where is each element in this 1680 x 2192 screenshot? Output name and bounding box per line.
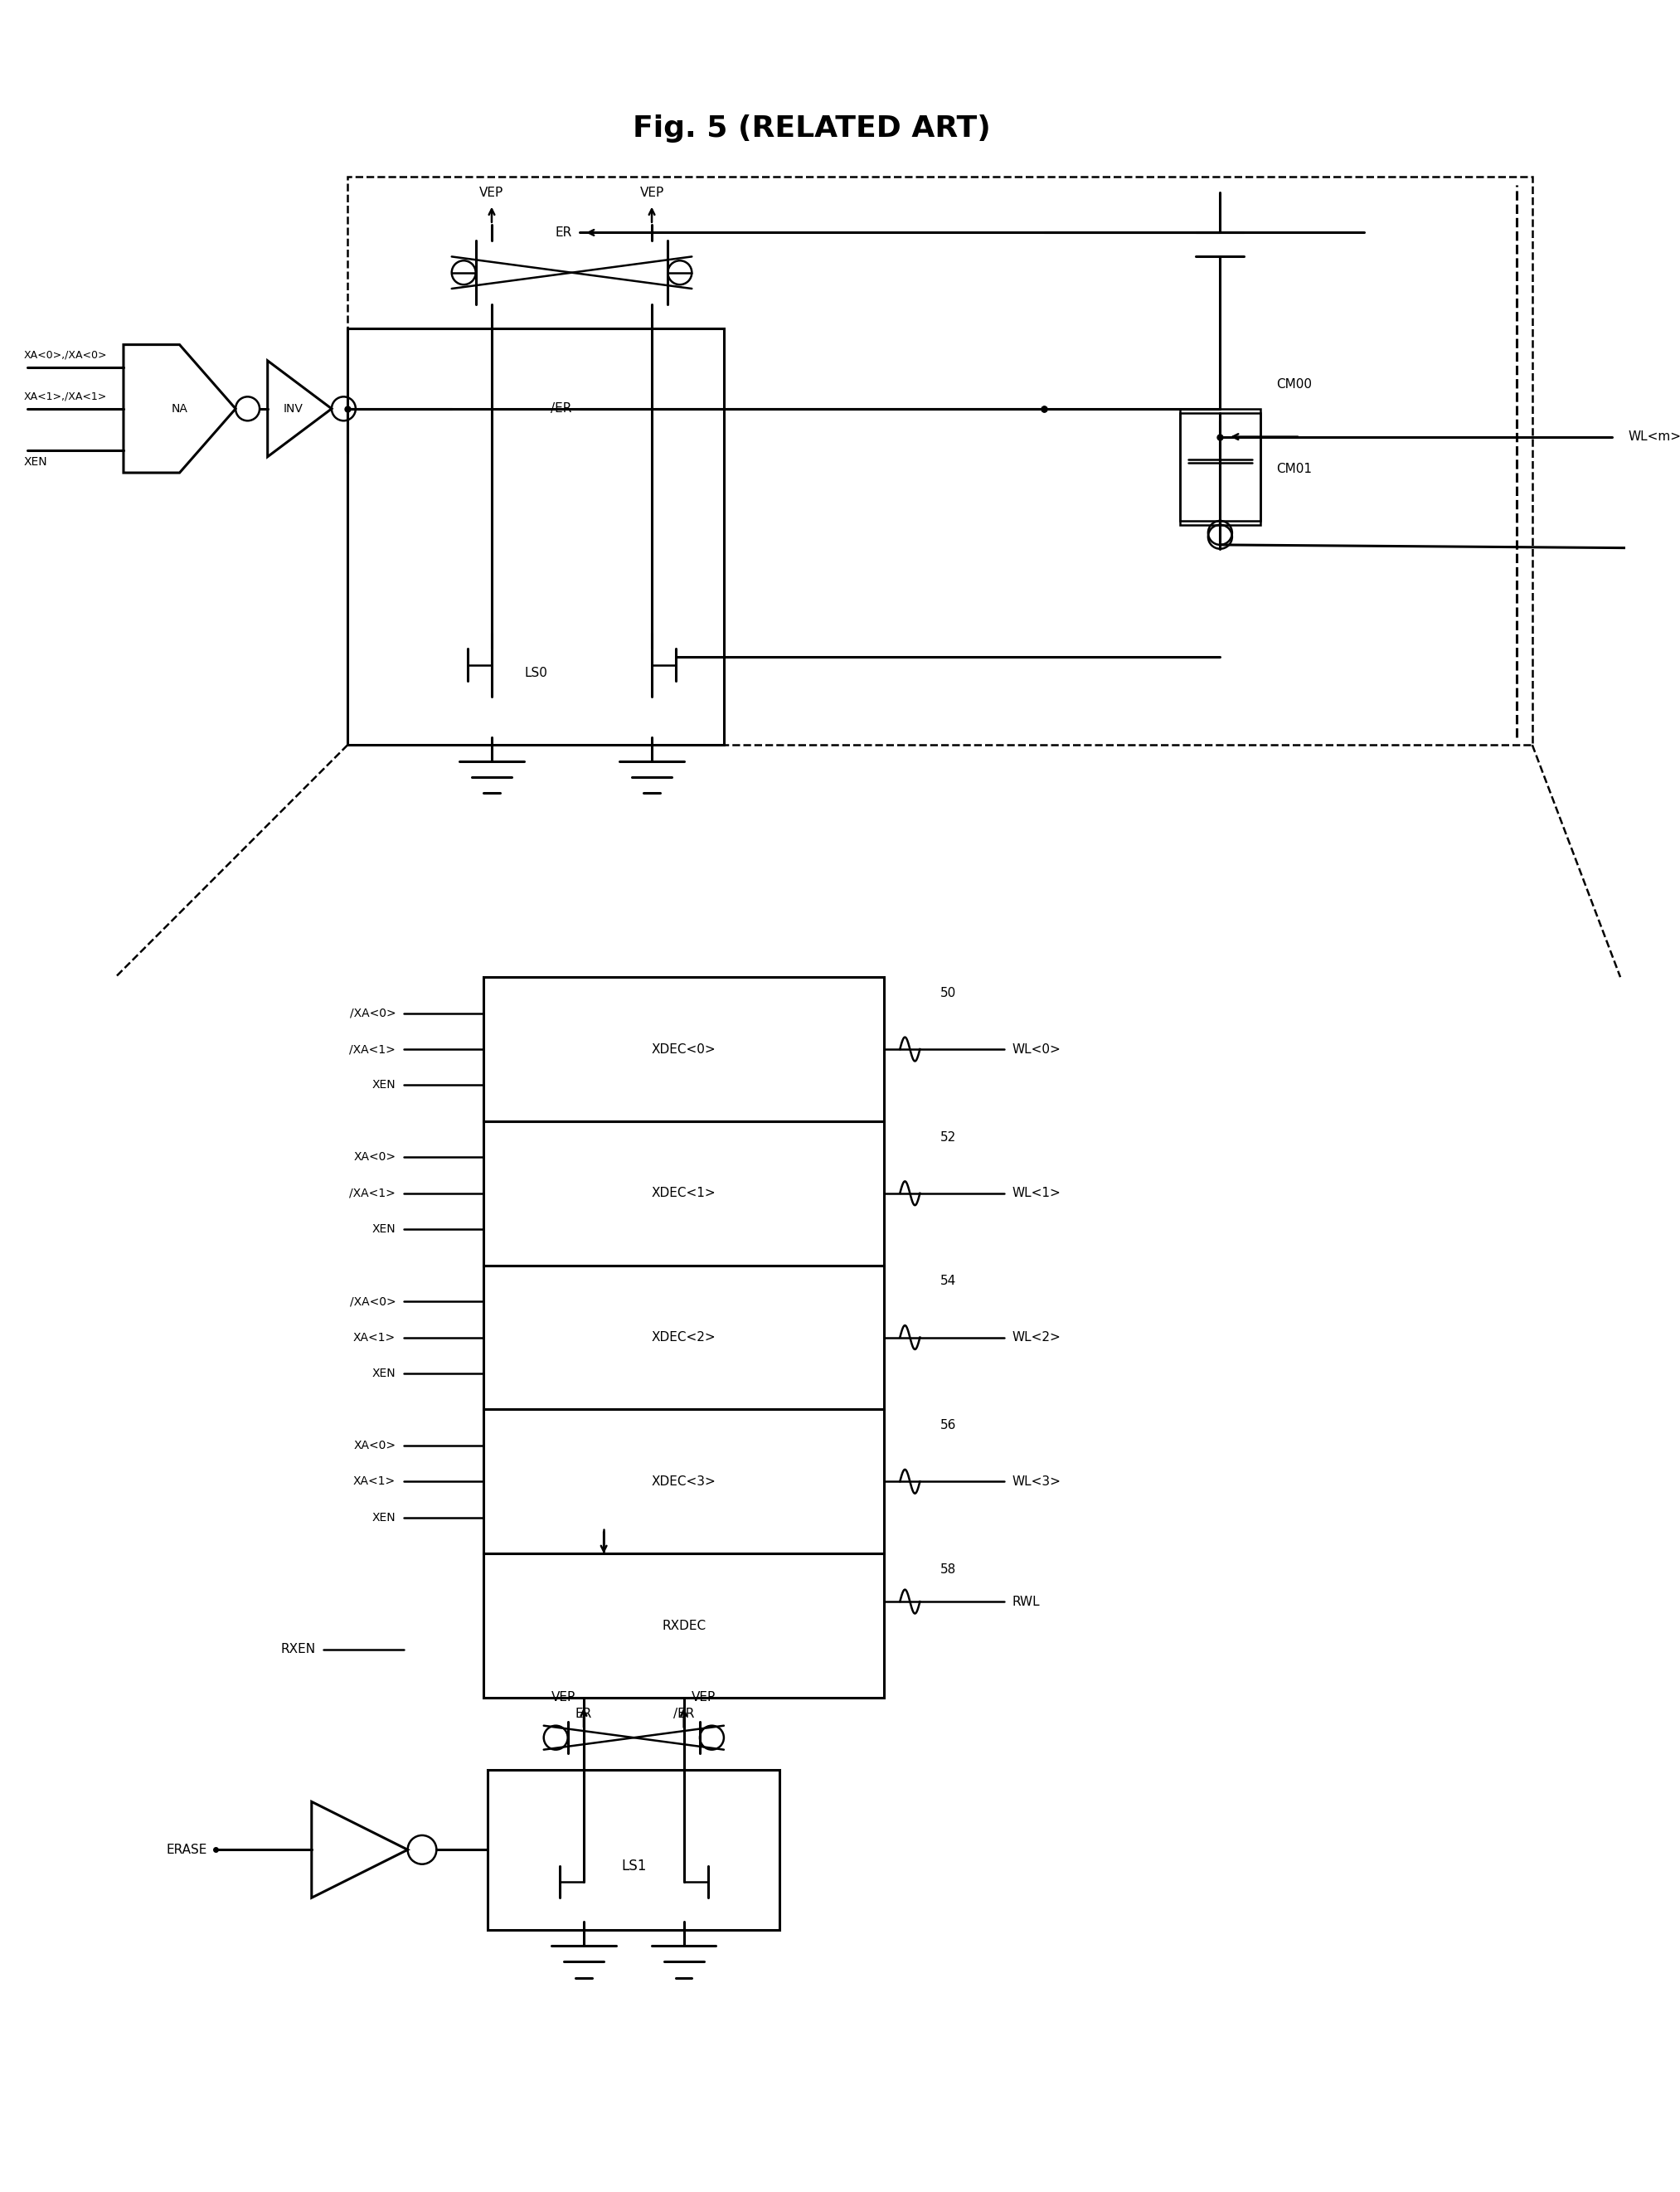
Bar <box>348 178 1532 745</box>
Text: 54: 54 <box>941 1276 956 1287</box>
Text: VEP: VEP <box>479 186 504 199</box>
Text: XA<0>: XA<0> <box>353 1151 396 1164</box>
Text: WL<2>: WL<2> <box>1011 1331 1060 1344</box>
Bar <box>484 1554 884 1697</box>
Text: WL<0>: WL<0> <box>1011 1043 1060 1054</box>
Text: INV: INV <box>284 403 302 414</box>
Text: ERASE: ERASE <box>166 1843 208 1857</box>
Text: /XA<0>: /XA<0> <box>349 1295 396 1306</box>
Text: /XA<1>: /XA<1> <box>349 1043 396 1054</box>
Text: LS1: LS1 <box>622 1859 647 1874</box>
Text: WL<1>: WL<1> <box>1011 1188 1060 1199</box>
Text: XDEC<1>: XDEC<1> <box>652 1188 716 1199</box>
Bar <box>1179 412 1260 524</box>
Text: XEN: XEN <box>371 1223 396 1234</box>
Text: ER: ER <box>554 226 571 239</box>
Text: XEN: XEN <box>24 456 47 469</box>
Bar <box>348 329 724 745</box>
Text: WL<m>: WL<m> <box>1628 430 1680 443</box>
Text: XA<0>,/XA<0>: XA<0>,/XA<0> <box>24 351 108 359</box>
Text: WL<3>: WL<3> <box>1011 1475 1060 1488</box>
Text: 58: 58 <box>941 1563 956 1576</box>
Text: XDEC<2>: XDEC<2> <box>652 1331 716 1344</box>
Text: XA<0>: XA<0> <box>353 1440 396 1451</box>
Text: XEN: XEN <box>371 1512 396 1523</box>
Text: 50: 50 <box>941 986 956 1000</box>
Text: RWL: RWL <box>1011 1596 1040 1607</box>
Text: RXEN: RXEN <box>281 1644 316 1655</box>
Bar <box>484 1122 884 1265</box>
Text: VEP: VEP <box>692 1692 716 1703</box>
Text: XDEC<0>: XDEC<0> <box>652 1043 716 1054</box>
Bar <box>484 1409 884 1554</box>
Text: VEP: VEP <box>551 1692 576 1703</box>
Text: Fig. 5 (RELATED ART): Fig. 5 (RELATED ART) <box>633 114 991 142</box>
Text: XA<1>: XA<1> <box>353 1475 396 1488</box>
Text: XA<1>,/XA<1>: XA<1>,/XA<1> <box>24 392 106 401</box>
Text: XEN: XEN <box>371 1368 396 1379</box>
Text: 52: 52 <box>941 1131 956 1144</box>
Text: RXDEC: RXDEC <box>662 1620 706 1631</box>
Bar <box>484 978 884 1122</box>
Text: /XA<0>: /XA<0> <box>349 1008 396 1019</box>
Text: /ER: /ER <box>551 403 571 414</box>
Text: /ER: /ER <box>674 1708 694 1721</box>
Text: NA: NA <box>171 403 188 414</box>
Text: ER: ER <box>575 1708 591 1721</box>
Text: XA<1>: XA<1> <box>353 1331 396 1344</box>
Bar <box>487 1769 780 1929</box>
Bar <box>484 1265 884 1409</box>
Bar <box>1179 408 1260 522</box>
Text: CM00: CM00 <box>1277 379 1312 390</box>
Text: LS0: LS0 <box>524 666 548 680</box>
Text: XDEC<3>: XDEC<3> <box>652 1475 716 1488</box>
Text: VEP: VEP <box>640 186 664 199</box>
Text: 56: 56 <box>939 1418 956 1431</box>
Text: CM01: CM01 <box>1277 463 1312 476</box>
Text: /XA<1>: /XA<1> <box>349 1188 396 1199</box>
Text: XEN: XEN <box>371 1078 396 1092</box>
